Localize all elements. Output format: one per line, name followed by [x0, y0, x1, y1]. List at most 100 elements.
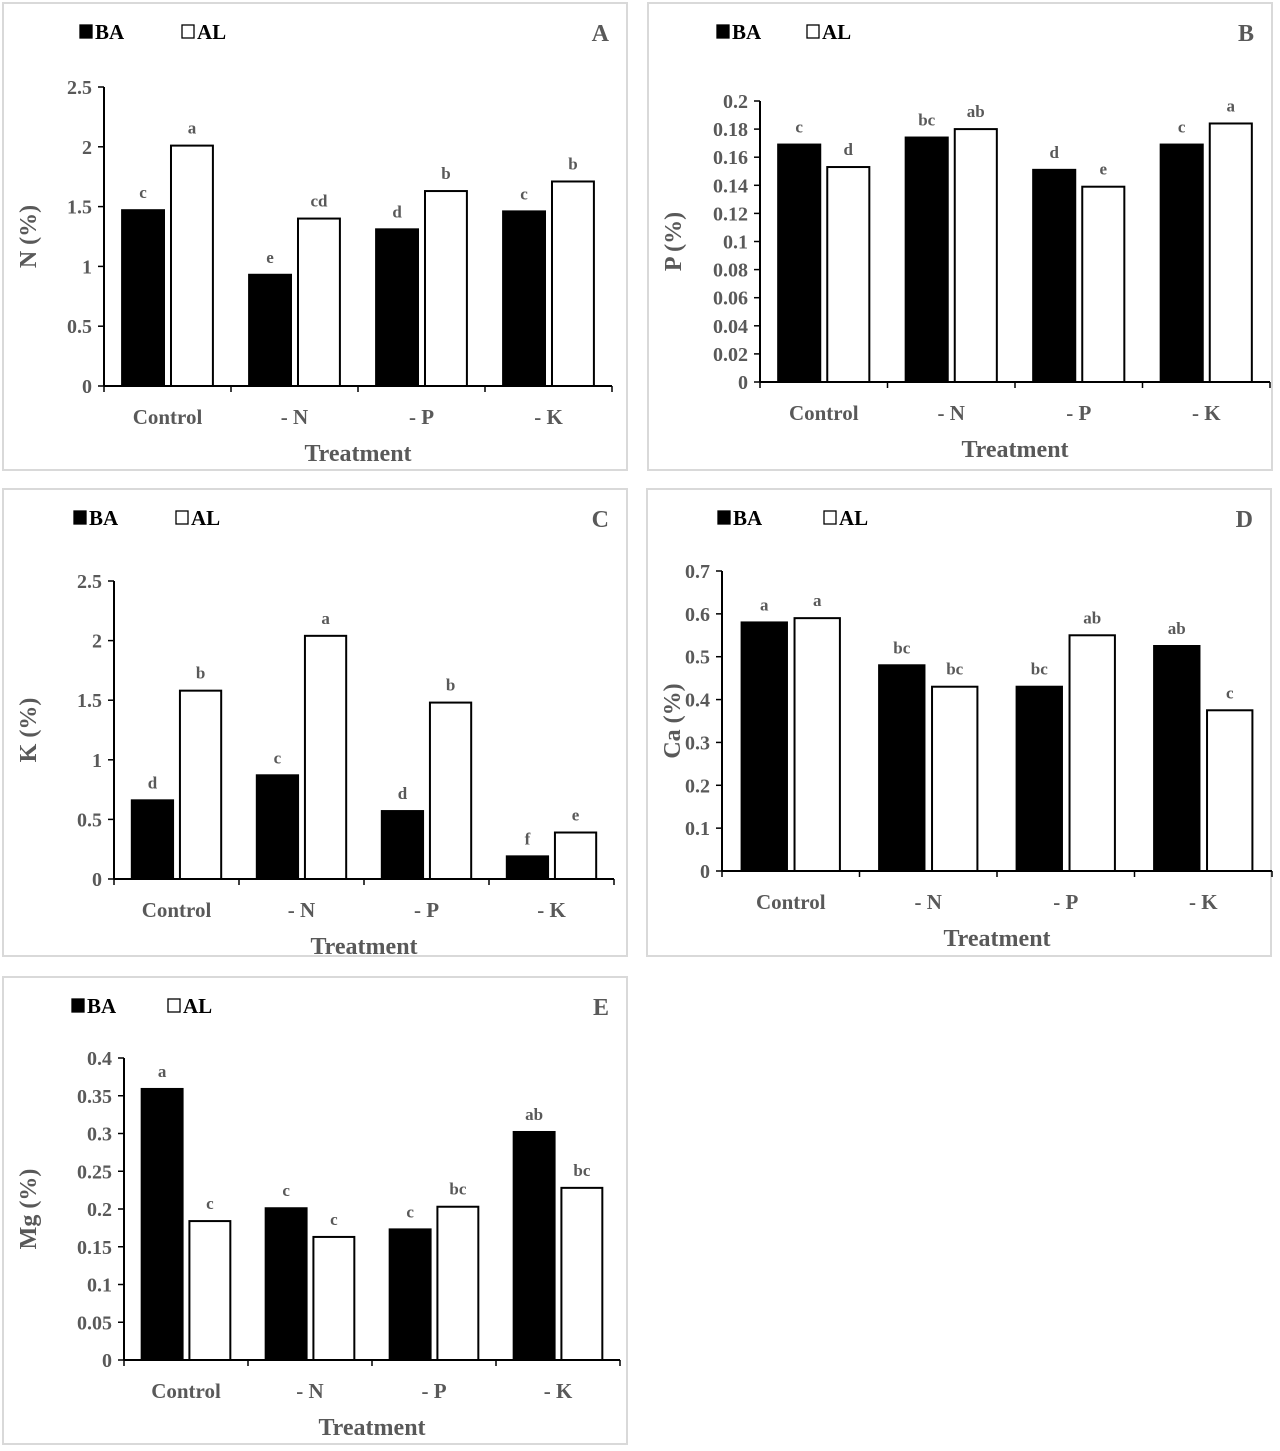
x-tick-label: - P	[409, 405, 434, 429]
y-tick-label: 0	[92, 869, 102, 891]
bar-letter: bc	[449, 1180, 466, 1199]
panel-letter: B	[1238, 21, 1254, 47]
y-tick-label: 0	[738, 372, 748, 394]
x-tick-label: - P	[1066, 401, 1091, 425]
bar-ba	[1032, 168, 1077, 383]
bar-ba	[380, 810, 425, 880]
bar-al	[188, 1220, 232, 1361]
y-axis-title: N (%)	[16, 205, 42, 268]
y-tick-label: 0.12	[713, 203, 748, 225]
bar-letter: e	[572, 806, 580, 825]
legend-swatch-al	[167, 998, 181, 1013]
legend-swatch-ba	[717, 510, 731, 525]
bar-al	[1081, 185, 1126, 383]
bar-letter: f	[525, 829, 531, 848]
y-axis-title: Ca (%)	[660, 683, 686, 758]
bar-letter: a	[321, 609, 330, 628]
bar-al	[953, 128, 998, 383]
y-tick-label: 0.3	[685, 732, 710, 754]
chart-panel-e: BA AL E 0 0.05 0.1 0.15 0.2 0.25 0.3 0.35 0.4 Contro…	[2, 976, 628, 1445]
x-tick-label: - N	[288, 898, 315, 922]
legend-swatch-al	[181, 24, 195, 39]
y-tick-label: 0.4	[685, 690, 710, 712]
bar-ba	[388, 1228, 432, 1361]
bar-ba	[1015, 685, 1063, 872]
bar-ba	[740, 621, 788, 872]
bar-al	[303, 634, 348, 880]
bar-al	[931, 685, 979, 872]
x-tick-label: - P	[421, 1379, 446, 1403]
bar-ba	[255, 774, 300, 880]
legend-label-al: AL	[183, 994, 212, 1018]
bar-al	[550, 180, 595, 387]
legend-label-al: AL	[197, 20, 226, 44]
bar-letter: c	[1178, 118, 1186, 137]
y-axis-title: Mg (%)	[16, 1169, 42, 1250]
y-tick-label: 0	[102, 1350, 112, 1372]
bar-ba	[121, 209, 166, 387]
legend-label-ba: BA	[87, 994, 117, 1018]
legend-label-ba: BA	[733, 506, 763, 530]
bar-letter: cd	[310, 192, 328, 211]
legend-label-ba: BA	[732, 20, 762, 44]
bar-letter: c	[139, 183, 147, 202]
bar-ba	[1159, 143, 1204, 383]
x-tick-label: Control	[133, 405, 203, 429]
x-tick-label: - K	[1192, 401, 1221, 425]
bar-letter: d	[392, 202, 402, 221]
y-tick-label: 0.1	[87, 1275, 112, 1297]
bar-letter: a	[1227, 96, 1236, 115]
chart-panel-d: BA AL D 0 0.1 0.2 0.3 0.4 0.5 0.6 0.7 Control a a - N b…	[646, 488, 1273, 957]
legend-label-ba: BA	[95, 20, 125, 44]
legend-swatch-al	[806, 24, 820, 39]
bar-letter: c	[795, 118, 803, 137]
y-tick-label: 0.1	[685, 818, 710, 840]
x-tick-label: - N	[281, 405, 308, 429]
y-tick-label: 0.15	[77, 1237, 112, 1259]
bar-ba	[777, 143, 822, 383]
x-axis-title: Treatment	[961, 437, 1068, 463]
y-tick-label: 0.5	[67, 316, 92, 338]
bar-letter: b	[568, 154, 577, 173]
bar-letter: b	[196, 664, 205, 683]
bar-ba	[502, 210, 547, 387]
bar-al	[169, 144, 214, 387]
bar-al	[178, 689, 223, 880]
bar-ba	[140, 1087, 184, 1362]
bar-letter: c	[330, 1210, 338, 1229]
bar-al	[1068, 634, 1116, 872]
y-tick-label: 0.16	[713, 147, 748, 169]
chart-panel-b: BA AL B 0 0.02 0.04 0.06 0.08 0.1 0.12 0.14 0.16 0.1…	[647, 2, 1273, 471]
y-tick-label: 0.08	[713, 260, 748, 282]
x-axis-title: Treatment	[310, 934, 417, 959]
x-tick-label: - K	[544, 1379, 573, 1403]
bar-al	[436, 1205, 480, 1361]
bar-letter: b	[446, 676, 455, 695]
bar-letter: e	[266, 248, 274, 267]
y-tick-label: 1.5	[77, 690, 102, 712]
bar-ba	[1153, 645, 1201, 872]
x-tick-label: - P	[414, 898, 439, 922]
bar-letter: c	[520, 184, 528, 203]
y-tick-label: 0.18	[713, 119, 748, 141]
x-tick-label: Control	[151, 1379, 221, 1403]
panel-letter: C	[592, 507, 609, 533]
x-tick-label: Control	[756, 890, 826, 914]
bar-al	[312, 1235, 356, 1361]
y-tick-label: 2.5	[77, 571, 102, 593]
bar-letter: bc	[573, 1161, 590, 1180]
x-axis-title: Treatment	[318, 1415, 425, 1441]
bar-letter: c	[1226, 683, 1234, 702]
bar-al	[1208, 122, 1253, 383]
y-tick-label: 0	[700, 861, 710, 883]
legend-label-al: AL	[839, 506, 868, 530]
bar-al	[423, 190, 468, 387]
chart-panel-a: BA AL A 0 0.5 1 1.5 2 2.5 Control c a - N e cd - P d b - K…	[2, 2, 628, 471]
y-tick-label: 0	[82, 376, 92, 398]
bar-letter: d	[844, 140, 854, 159]
x-tick-label: - P	[1053, 890, 1078, 914]
bar-al	[560, 1186, 604, 1361]
y-tick-label: 0.5	[685, 647, 710, 669]
x-tick-label: - N	[915, 890, 942, 914]
bar-letter: a	[760, 595, 769, 614]
